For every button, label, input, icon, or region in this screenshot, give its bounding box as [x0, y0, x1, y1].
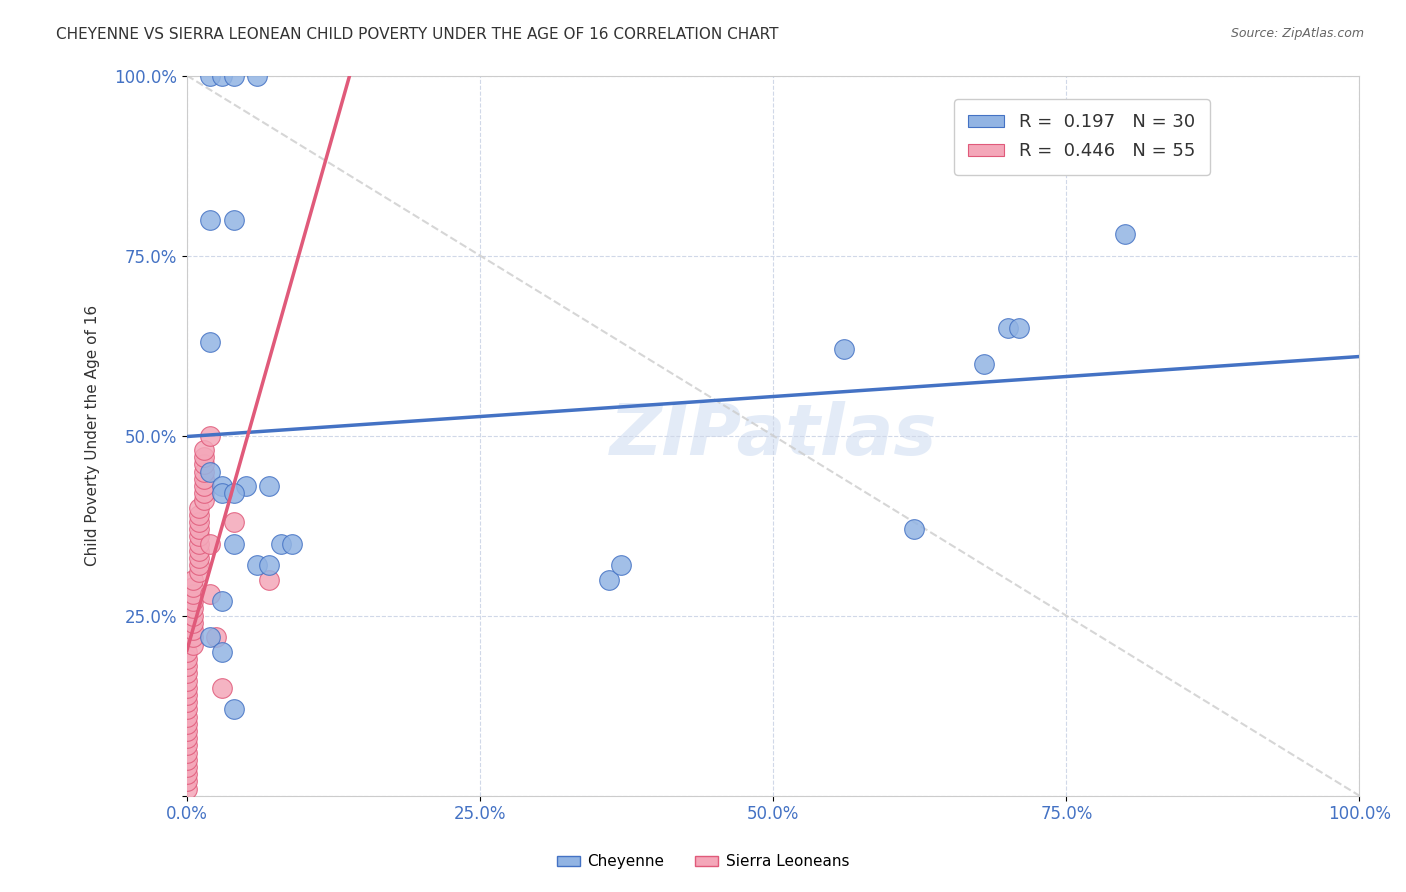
Point: [222, 69, 245, 83]
Legend: Cheyenne, Sierra Leoneans: Cheyenne, Sierra Leoneans: [551, 848, 855, 875]
Point: [176, 681, 198, 695]
Point: [235, 479, 257, 493]
Point: [176, 760, 198, 774]
Point: [193, 479, 215, 493]
Point: [181, 615, 204, 630]
Point: [176, 695, 198, 709]
Point: [200, 587, 222, 601]
Point: [181, 630, 204, 644]
Point: [200, 334, 222, 349]
Point: [200, 69, 222, 83]
Point: [257, 558, 280, 573]
Point: [176, 659, 198, 673]
Point: [193, 450, 215, 465]
Point: [187, 500, 209, 515]
Point: [997, 320, 1019, 334]
Point: [246, 558, 269, 573]
Point: [187, 508, 209, 522]
Point: [222, 212, 245, 227]
Point: [200, 630, 222, 644]
Point: [181, 638, 204, 652]
Point: [187, 566, 209, 580]
Point: [222, 486, 245, 500]
Point: [181, 587, 204, 601]
Point: [257, 573, 280, 587]
Point: [187, 537, 209, 551]
Point: [176, 688, 198, 702]
Point: [610, 558, 633, 573]
Point: [211, 594, 233, 608]
Point: [270, 537, 292, 551]
Point: [211, 645, 233, 659]
Point: [200, 428, 222, 442]
Point: [176, 753, 198, 767]
Point: [181, 594, 204, 608]
Point: [181, 601, 204, 615]
Point: [193, 443, 215, 458]
Point: [176, 731, 198, 746]
Point: [176, 709, 198, 723]
Point: [187, 522, 209, 536]
Point: [187, 529, 209, 543]
Point: [222, 515, 245, 529]
Point: [200, 465, 222, 479]
Point: [181, 580, 204, 594]
Point: [211, 69, 233, 83]
Point: [187, 544, 209, 558]
Point: [176, 702, 198, 716]
Point: [205, 630, 228, 644]
Point: [193, 472, 215, 486]
Point: [176, 666, 198, 681]
Point: [973, 357, 995, 371]
Text: CHEYENNE VS SIERRA LEONEAN CHILD POVERTY UNDER THE AGE OF 16 CORRELATION CHART: CHEYENNE VS SIERRA LEONEAN CHILD POVERTY…: [56, 27, 779, 42]
Point: [903, 522, 925, 536]
Point: [181, 608, 204, 623]
Point: [193, 458, 215, 472]
Point: [200, 212, 222, 227]
Point: [176, 673, 198, 688]
Point: [211, 681, 233, 695]
Point: [1008, 320, 1031, 334]
Point: [181, 623, 204, 637]
Point: [187, 551, 209, 566]
Point: [176, 774, 198, 789]
Point: [832, 342, 855, 356]
Point: [187, 558, 209, 573]
Point: [176, 746, 198, 760]
Point: [257, 479, 280, 493]
Point: [598, 573, 620, 587]
Point: [187, 515, 209, 529]
Point: [193, 486, 215, 500]
Point: [222, 537, 245, 551]
Point: [181, 573, 204, 587]
Point: [176, 652, 198, 666]
Point: [211, 486, 233, 500]
Point: [211, 479, 233, 493]
Point: [222, 702, 245, 716]
Point: [176, 767, 198, 781]
Point: [193, 465, 215, 479]
Point: [246, 69, 269, 83]
Point: [193, 493, 215, 508]
Y-axis label: Child Poverty Under the Age of 16: Child Poverty Under the Age of 16: [86, 305, 100, 566]
Point: [1114, 227, 1136, 241]
Point: [176, 716, 198, 731]
Point: [200, 537, 222, 551]
Text: Source: ZipAtlas.com: Source: ZipAtlas.com: [1230, 27, 1364, 40]
Point: [176, 781, 198, 796]
Text: ZIPatlas: ZIPatlas: [610, 401, 936, 470]
Point: [176, 739, 198, 753]
Point: [176, 723, 198, 738]
Point: [281, 537, 304, 551]
Legend: R =  0.197   N = 30, R =  0.446   N = 55: R = 0.197 N = 30, R = 0.446 N = 55: [953, 99, 1209, 175]
Point: [176, 645, 198, 659]
